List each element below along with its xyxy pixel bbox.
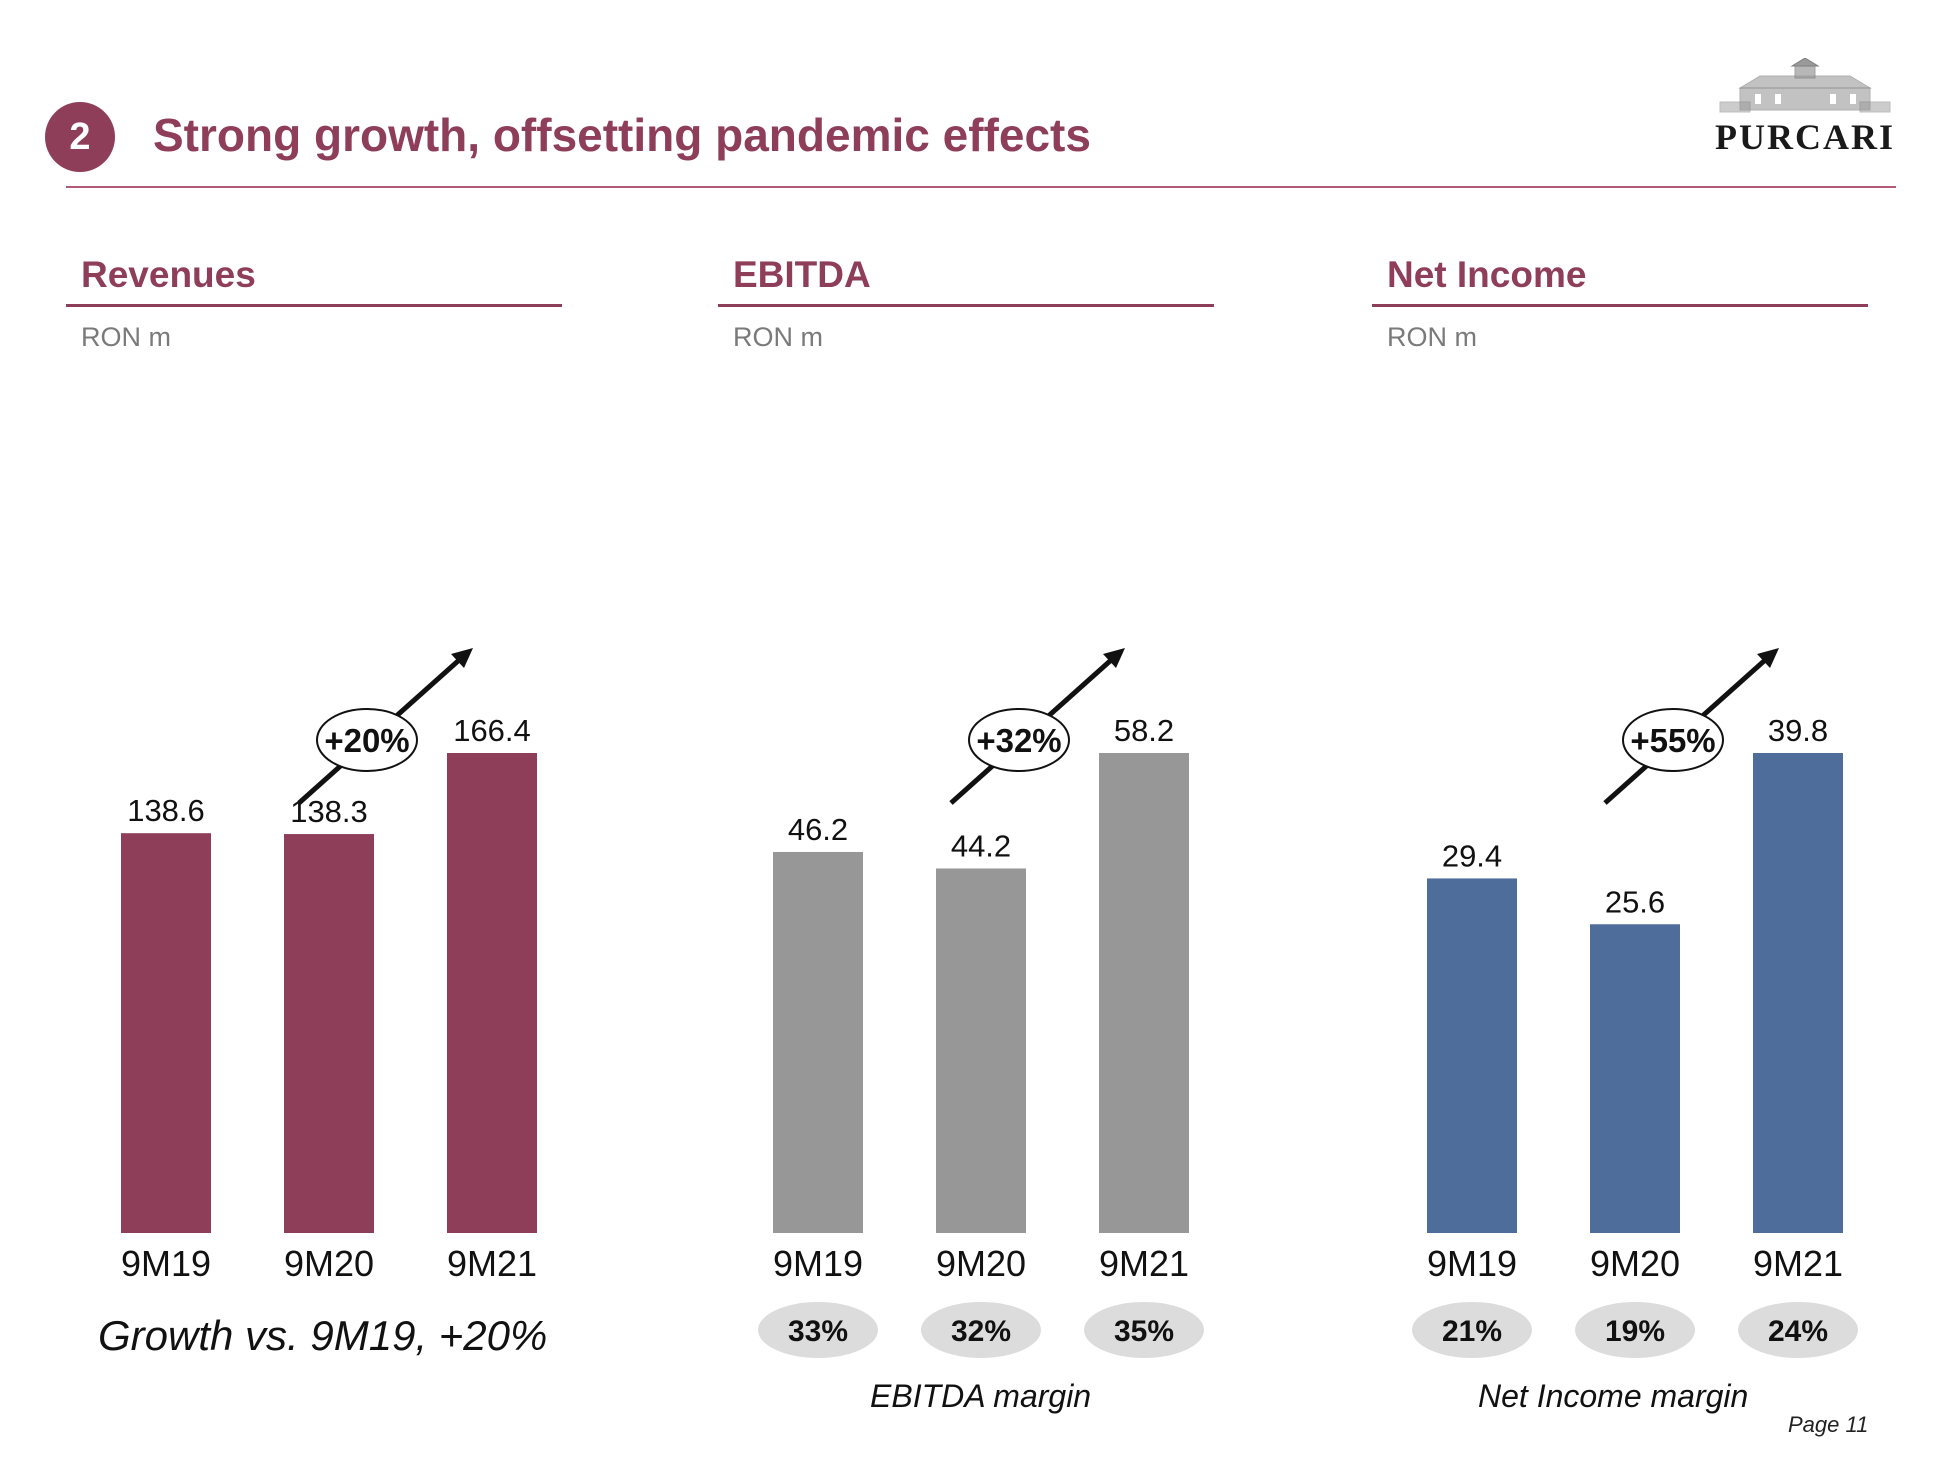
data-label: 39.8 <box>1768 713 1828 748</box>
margin-value: 35% <box>1114 1315 1174 1348</box>
net-income-panel: Net Income RON m 29.4 9M19 21% 25.6 9M20 19% 3… <box>1372 250 1872 1430</box>
growth-label: +20% <box>324 722 409 759</box>
growth-badge <box>1622 708 1724 772</box>
data-label: 29.4 <box>1442 838 1502 873</box>
growth-label: +55% <box>1630 722 1715 759</box>
bar-9m20 <box>936 868 1026 1233</box>
page-number: Page 11 <box>1788 1412 1869 1437</box>
margin-pill <box>1575 1302 1695 1358</box>
panel-divider <box>718 304 1214 307</box>
margin-value: 21% <box>1442 1315 1502 1348</box>
ebitda-panel: EBITDA RON m 46.2 9M19 33% 44.2 9M20 32% 58.2 9… <box>718 250 1218 1430</box>
category-label: 9M19 <box>1427 1243 1517 1284</box>
margin-pill <box>1412 1302 1532 1358</box>
ebitda-bar-chart: 46.2 9M19 33% 44.2 9M20 32% 58.2 9M21 35% +32% <box>758 648 1204 1358</box>
slide-header: 2 Strong growth, offsetting pandemic eff… <box>0 0 1946 200</box>
growth-footnote: Growth vs. 9M19, +20% <box>98 1312 548 1359</box>
panel-unit: RON m <box>1387 322 1477 352</box>
margin-pill <box>1084 1302 1204 1358</box>
category-label: 9M19 <box>773 1243 863 1284</box>
bar-9m20 <box>1590 924 1680 1233</box>
arrowhead-icon <box>1757 648 1779 668</box>
margin-pill <box>1738 1302 1858 1358</box>
category-label: 9M21 <box>1099 1243 1189 1284</box>
net-income-bar-chart: 29.4 9M19 21% 25.6 9M20 19% 39.8 9M21 24% +55% <box>1412 648 1858 1358</box>
margin-value: 24% <box>1768 1315 1828 1348</box>
margin-caption: Net Income margin <box>1478 1378 1749 1414</box>
data-label: 138.6 <box>127 793 205 828</box>
margin-value: 19% <box>1605 1315 1665 1348</box>
category-label: 9M20 <box>1590 1243 1680 1284</box>
panel-divider <box>66 304 562 307</box>
growth-badge <box>968 708 1070 772</box>
data-label: 46.2 <box>788 812 848 847</box>
purcari-logo: PURCARI <box>1700 57 1910 158</box>
category-label: 9M20 <box>284 1243 374 1284</box>
bar-9m21 <box>1753 753 1843 1233</box>
bar-9m21 <box>447 753 537 1233</box>
margin-pill <box>758 1302 878 1358</box>
bar-9m19 <box>1427 878 1517 1233</box>
bar-9m19 <box>121 833 211 1233</box>
page-title: Strong growth, offsetting pandemic effec… <box>153 109 1091 161</box>
bar-9m20 <box>284 834 374 1233</box>
panel-unit: RON m <box>81 322 171 352</box>
panel-title: EBITDA <box>733 254 871 295</box>
bar-9m19 <box>773 851 863 1233</box>
arrowhead-icon <box>1103 648 1125 668</box>
panel-divider <box>1372 304 1868 307</box>
header-divider <box>66 186 1896 188</box>
margin-value: 32% <box>951 1315 1011 1348</box>
growth-label: +32% <box>976 722 1061 759</box>
margin-pill <box>921 1302 1041 1358</box>
margin-value: 33% <box>788 1315 848 1348</box>
category-label: 9M19 <box>121 1243 211 1284</box>
growth-badge <box>316 708 418 772</box>
category-label: 9M21 <box>1753 1243 1843 1284</box>
bar-9m21 <box>1099 753 1189 1233</box>
data-label: 166.4 <box>453 713 531 748</box>
data-label: 58.2 <box>1114 713 1174 748</box>
panel-unit: RON m <box>733 322 823 352</box>
category-label: 9M21 <box>447 1243 537 1284</box>
data-label: 25.6 <box>1605 884 1665 919</box>
arrowhead-icon <box>451 648 473 668</box>
panel-title: Net Income <box>1387 254 1587 295</box>
revenues-panel: Revenues RON m 138.6 9M19 138.3 9M20 166.4 9M… <box>66 250 566 1430</box>
category-label: 9M20 <box>936 1243 1026 1284</box>
logo-wordmark: PURCARI <box>1715 117 1895 157</box>
section-number-badge: 2 <box>45 102 115 172</box>
winery-building-icon <box>1719 57 1891 113</box>
data-label: 44.2 <box>951 828 1011 863</box>
panel-title: Revenues <box>81 254 256 295</box>
margin-caption: EBITDA margin <box>870 1378 1092 1414</box>
